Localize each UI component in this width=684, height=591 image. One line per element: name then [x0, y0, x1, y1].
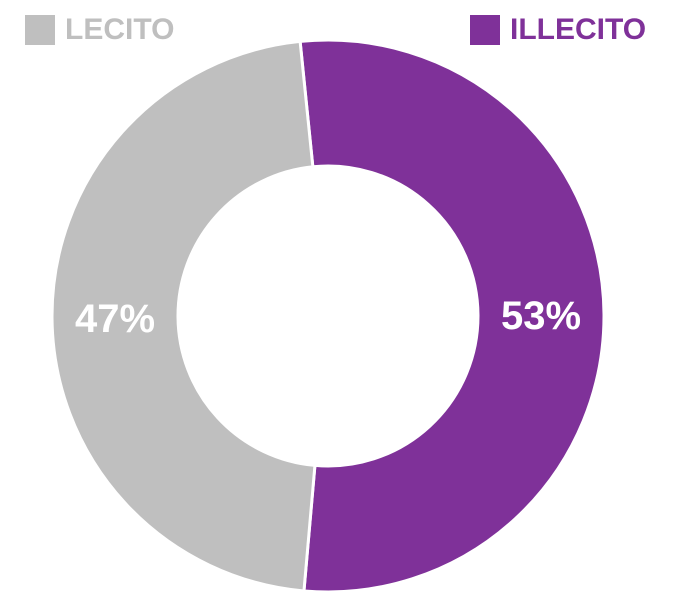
- donut-segment: [50, 39, 317, 591]
- data-label: 47%: [75, 297, 155, 341]
- donut-segment: [298, 38, 606, 591]
- legend-swatch: [25, 15, 55, 45]
- data-label: 53%: [501, 294, 581, 338]
- legend-swatch: [470, 15, 500, 45]
- legend-label: LECITO: [65, 13, 174, 46]
- legend-label: ILLECITO: [510, 13, 646, 46]
